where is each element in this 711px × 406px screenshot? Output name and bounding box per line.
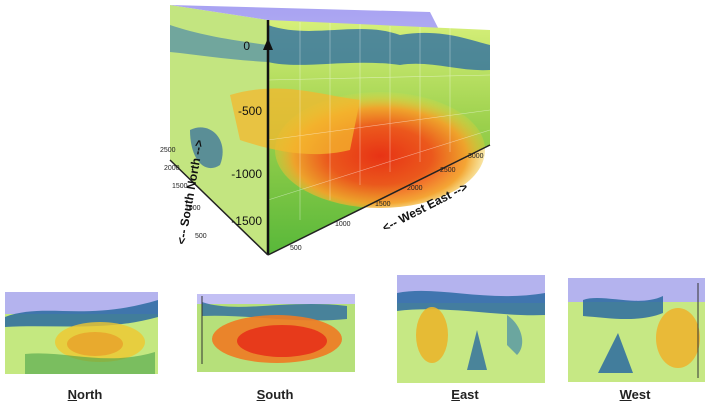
north-view-tile bbox=[5, 292, 158, 374]
depth-tick-0: 0 bbox=[243, 39, 250, 53]
ns-tick-500: 500 bbox=[195, 233, 207, 240]
ew-tick-1500: 1500 bbox=[375, 201, 391, 208]
south-view-tile bbox=[197, 294, 355, 372]
ew-tick-3000: 3000 bbox=[468, 153, 484, 160]
depth-tick-500: -500 bbox=[238, 104, 262, 118]
east-view-tile bbox=[397, 275, 545, 383]
ew-tick-2000: 2000 bbox=[407, 185, 423, 192]
north-caption: North bbox=[67, 387, 103, 402]
ew-tick-1000: 1000 bbox=[335, 221, 351, 228]
west-caption: West bbox=[619, 387, 651, 402]
ew-tick-2500: 2500 bbox=[440, 167, 456, 174]
ns-tick-1500: 1500 bbox=[172, 183, 188, 190]
ns-tick-2000: 2000 bbox=[164, 165, 180, 172]
ns-tick-2500: 2500 bbox=[160, 147, 176, 154]
ns-tick-1000: 1000 bbox=[185, 205, 201, 212]
depth-tick-1000: -1000 bbox=[231, 167, 262, 181]
east-caption: East bbox=[451, 387, 479, 402]
west-view-tile bbox=[568, 278, 705, 382]
depth-tick-1500: -1500 bbox=[231, 214, 262, 228]
south-caption: South bbox=[256, 387, 294, 402]
main-3d-volume-view: 0 -500 -1000 -1500 2500 2000 1500 1000 5… bbox=[160, 5, 491, 256]
ew-tick-500: 500 bbox=[290, 245, 302, 252]
